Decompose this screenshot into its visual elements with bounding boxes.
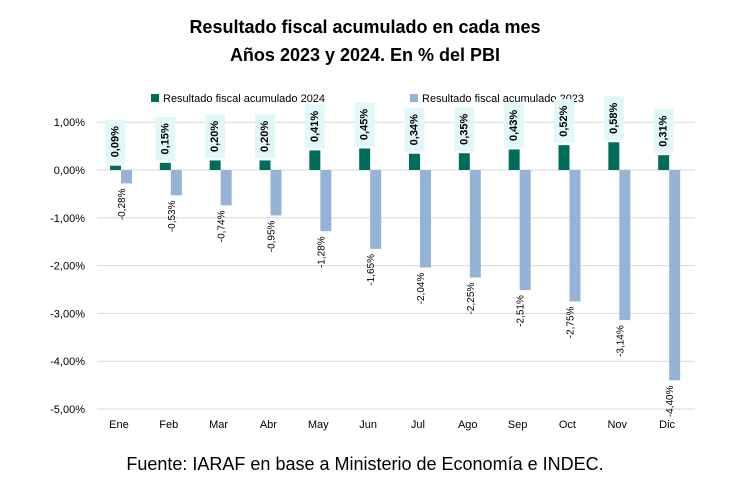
- x-tick-label: Oct: [559, 419, 576, 431]
- bars: [110, 142, 681, 381]
- data-label-2024: 0,34%: [409, 114, 421, 145]
- data-label-2024: 0,43%: [508, 110, 520, 141]
- data-label-2023: -1,65%: [366, 254, 377, 286]
- x-tick-label: Sep: [508, 419, 528, 431]
- bar-2024: [159, 162, 171, 170]
- y-tick-label: -1,00%: [50, 213, 85, 225]
- data-label-box-2024: [255, 114, 275, 159]
- x-axis: Ene Feb Mar Abr May Jun Jul Ago Sep Oct Nov Dic: [109, 419, 675, 431]
- data-label-box-2024: [554, 99, 574, 144]
- bar-2024: [110, 165, 121, 170]
- data-label-2023: -0,74%: [217, 210, 228, 242]
- x-tick-label: Mar: [209, 419, 228, 431]
- data-label-box-2024: [454, 107, 475, 152]
- data-label-box-2024: [354, 102, 375, 147]
- data-label-2024: 0,20%: [259, 121, 271, 152]
- bar-2023: [420, 170, 431, 268]
- data-label-2023: -2,51%: [516, 295, 527, 327]
- x-tick-label: Ago: [458, 419, 478, 431]
- bar-2024: [309, 150, 321, 170]
- data-label-box-2024: [653, 109, 674, 154]
- data-label-2023: -3,14%: [615, 325, 626, 357]
- legend-label-2023: Resultado fiscal acumulado 2023: [422, 93, 584, 105]
- legend-swatch-2023: [410, 94, 418, 102]
- chart-title: Resultado fiscal acumulado en cada mes: [189, 17, 540, 37]
- bar-2023: [270, 170, 282, 216]
- data-label-2024: 0,20%: [209, 121, 221, 152]
- bar-2023: [220, 170, 232, 206]
- x-tick-label: Jun: [359, 419, 377, 431]
- data-label-2023: -2,04%: [416, 273, 427, 305]
- bar-2023: [121, 170, 132, 184]
- chart-subtitle: Años 2023 y 2024. En % del PBI: [230, 45, 500, 65]
- data-label-2023: -0,28%: [117, 188, 128, 220]
- bar-2024: [209, 160, 221, 170]
- data-label-2023: -2,75%: [566, 307, 577, 339]
- data-label-2024: 0,45%: [359, 109, 371, 140]
- x-tick-label: Abr: [260, 419, 277, 431]
- y-tick-label: -4,00%: [50, 356, 85, 368]
- data-label-2024: 0,52%: [558, 105, 570, 136]
- legend-label-2024: Resultado fiscal acumulado 2024: [163, 93, 325, 105]
- data-label-2023: -1,28%: [316, 236, 327, 268]
- data-label-2023: -4,40%: [665, 385, 676, 417]
- bar-2024: [359, 148, 371, 170]
- data-label-2023: -2,25%: [466, 283, 477, 315]
- x-tick-label: Feb: [159, 419, 178, 431]
- legend-swatch-2024: [151, 94, 159, 102]
- x-tick-label: Dic: [659, 419, 675, 431]
- bar-2024: [259, 160, 271, 170]
- x-tick-label: May: [308, 419, 329, 431]
- grid-lines: [97, 121, 695, 410]
- bar-2023: [619, 170, 631, 321]
- data-label-2024: 0,41%: [309, 111, 321, 142]
- bar-2023: [569, 170, 581, 302]
- data-label-2024: 0,58%: [608, 102, 620, 133]
- data-label-box-2024: [304, 104, 325, 149]
- y-tick-label: 1,00%: [54, 117, 85, 129]
- data-label-box-2024: [105, 119, 126, 164]
- data-label-box-2024: [603, 96, 624, 141]
- y-axis: 1,00% 0,00% -1,00% -2,00% -3,00% -4,00% -5,00%: [50, 117, 85, 416]
- data-label-2024: 0,31%: [658, 115, 670, 146]
- data-label-box-2024: [504, 103, 525, 148]
- data-label-box-2024: [155, 116, 176, 161]
- bar-2024: [508, 149, 520, 170]
- y-tick-label: -3,00%: [50, 308, 85, 320]
- bar-2023: [519, 170, 531, 290]
- data-label-box-2024: [404, 107, 425, 152]
- bar-2023: [320, 170, 332, 232]
- x-tick-label: Jul: [411, 419, 425, 431]
- data-label-2024: 0,15%: [159, 123, 171, 154]
- bar-2024: [409, 153, 420, 170]
- bar-2023: [370, 170, 382, 249]
- x-tick-label: Nov: [607, 419, 627, 431]
- bar-2023: [669, 170, 681, 381]
- source-note: Fuente: IARAF en base a Ministerio de Ec…: [126, 454, 603, 474]
- bar-2024: [558, 145, 570, 170]
- data-label-2024: 0,09%: [110, 126, 122, 157]
- data-label-2024: 0,35%: [458, 113, 470, 144]
- data-label-2023: -0,95%: [267, 220, 278, 252]
- legend: Resultado fiscal acumulado 2024 Resultad…: [151, 93, 584, 105]
- x-tick-label: Ene: [109, 419, 129, 431]
- data-label-2023: -0,53%: [167, 200, 178, 232]
- bar-2023: [170, 170, 182, 196]
- bar-2024: [458, 153, 470, 170]
- data-labels: 0,09% -0,28% 0,15% -0,53% 0,20% -0,74% 0,20% -0…: [105, 96, 676, 417]
- data-label-box-2024: [205, 114, 226, 159]
- bar-2024: [608, 142, 620, 170]
- y-tick-label: -5,00%: [50, 404, 85, 416]
- y-tick-label: -2,00%: [50, 261, 85, 273]
- bar-2024: [658, 155, 670, 170]
- bar-2023: [469, 170, 481, 278]
- y-tick-label: 0,00%: [54, 165, 85, 177]
